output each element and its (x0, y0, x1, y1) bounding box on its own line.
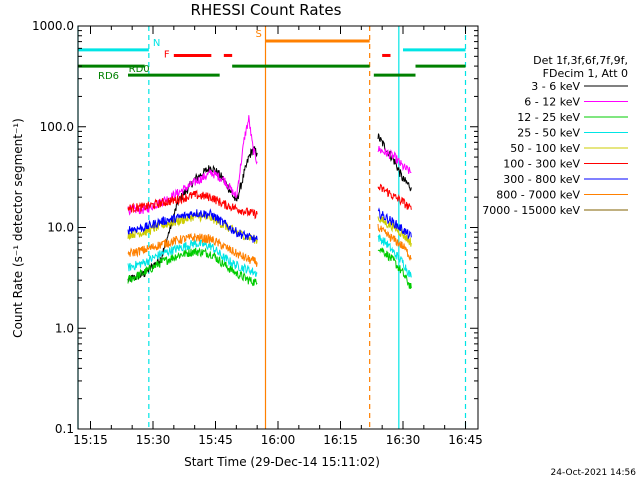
x-axis-label: Start Time (29-Dec-14 15:11:02) (184, 455, 380, 469)
legend-header-line1: Det 1f,3f,6f,7f,9f, (533, 54, 628, 67)
series-line (127, 211, 258, 244)
legend-label: 12 - 25 keV (517, 111, 580, 124)
state-label: F (164, 49, 170, 60)
y-tick-label: 100.0 (40, 120, 74, 134)
y-tick-label: 10.0 (47, 221, 74, 235)
state-label: N (153, 38, 160, 49)
legend-label: 7000 - 15000 keV (482, 204, 580, 217)
y-axis-label: Count Rate (s⁻¹ detector segment⁻¹) (11, 118, 25, 338)
legend-label: 50 - 100 keV (510, 142, 580, 155)
y-tick-label: 1000.0 (32, 19, 74, 33)
series-line (127, 247, 258, 287)
series-line (127, 208, 258, 243)
horizontal-segments: NF S RD0 RD6 (78, 29, 466, 82)
y-tick-label: 1.0 (55, 321, 74, 335)
series-line (377, 133, 412, 192)
footer-timestamp: 24-Oct-2021 14:56 (551, 468, 637, 478)
x-tick-label: 16:45 (448, 433, 483, 447)
series-line (377, 247, 412, 290)
x-tick-label: 15:45 (198, 433, 233, 447)
legend-label: 300 - 800 keV (503, 173, 580, 186)
legend-label: 800 - 7000 keV (496, 189, 580, 202)
x-tick-label: 15:15 (73, 433, 108, 447)
series-line (127, 115, 258, 216)
legend-header-line2: FDecim 1, Att 0 (543, 67, 628, 80)
state-label: RD0 (129, 64, 150, 75)
legend: Det 1f,3f,6f,7f,9f, FDecim 1, Att 0 3 - … (482, 54, 628, 217)
series-line (377, 145, 412, 174)
series-line (377, 234, 412, 278)
series-line (377, 223, 412, 262)
state-label: RD6 (98, 71, 119, 82)
series-line (127, 189, 258, 220)
y-tick-label: 0.1 (55, 422, 74, 436)
x-tick-label: 16:30 (386, 433, 421, 447)
legend-label: 100 - 300 keV (503, 158, 580, 171)
vertical-lines (77, 26, 467, 429)
y-axis-ticks: 0.1 1.0 10.0 100.0 1000.0 (32, 19, 478, 436)
chart-title: RHESSI Count Rates (191, 1, 342, 19)
legend-label: 25 - 50 keV (517, 127, 580, 140)
x-tick-label: 15:30 (136, 433, 171, 447)
legend-label: 6 - 12 keV (524, 96, 580, 109)
series-line (377, 216, 412, 247)
series-line (127, 232, 258, 267)
state-label: S (256, 29, 262, 40)
series-line (127, 238, 258, 277)
series-line (377, 183, 412, 211)
x-axis-ticks: 15:15 15:30 15:45 16:00 16:15 16:30 16:45 (73, 26, 483, 447)
series-layer (127, 115, 412, 290)
series-line (377, 207, 412, 240)
x-tick-label: 16:00 (261, 433, 296, 447)
legend-label: 3 - 6 keV (531, 80, 580, 93)
x-tick-label: 16:15 (323, 433, 358, 447)
